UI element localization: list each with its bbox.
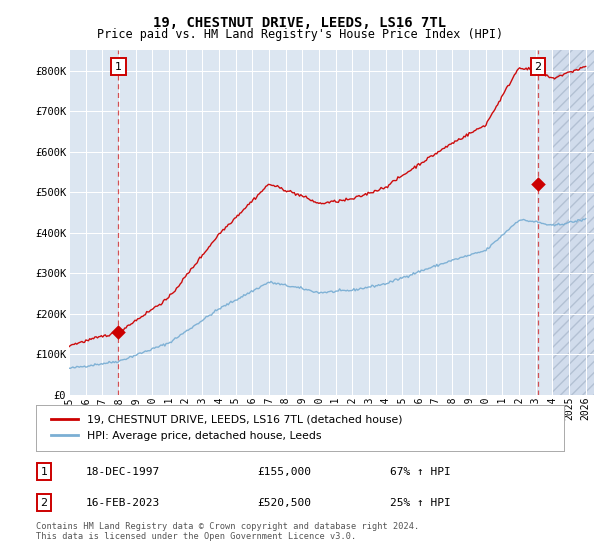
Text: 1: 1 bbox=[115, 62, 122, 72]
Text: 1: 1 bbox=[40, 467, 47, 477]
Bar bbox=[553, 50, 600, 395]
Point bbox=[533, 179, 542, 188]
Text: Contains HM Land Registry data © Crown copyright and database right 2024.
This d: Contains HM Land Registry data © Crown c… bbox=[36, 522, 419, 542]
Text: 67% ↑ HPI: 67% ↑ HPI bbox=[390, 467, 451, 477]
Text: 16-FEB-2023: 16-FEB-2023 bbox=[86, 498, 160, 507]
Legend: 19, CHESTNUT DRIVE, LEEDS, LS16 7TL (detached house), HPI: Average price, detach: 19, CHESTNUT DRIVE, LEEDS, LS16 7TL (det… bbox=[47, 410, 407, 445]
Text: 2: 2 bbox=[40, 498, 47, 507]
Text: 18-DEC-1997: 18-DEC-1997 bbox=[86, 467, 160, 477]
Text: 19, CHESTNUT DRIVE, LEEDS, LS16 7TL: 19, CHESTNUT DRIVE, LEEDS, LS16 7TL bbox=[154, 16, 446, 30]
Text: £155,000: £155,000 bbox=[258, 467, 312, 477]
Text: Price paid vs. HM Land Registry's House Price Index (HPI): Price paid vs. HM Land Registry's House … bbox=[97, 28, 503, 41]
Point bbox=[113, 328, 123, 337]
Text: £520,500: £520,500 bbox=[258, 498, 312, 507]
Text: 25% ↑ HPI: 25% ↑ HPI bbox=[390, 498, 451, 507]
Text: 2: 2 bbox=[534, 62, 541, 72]
